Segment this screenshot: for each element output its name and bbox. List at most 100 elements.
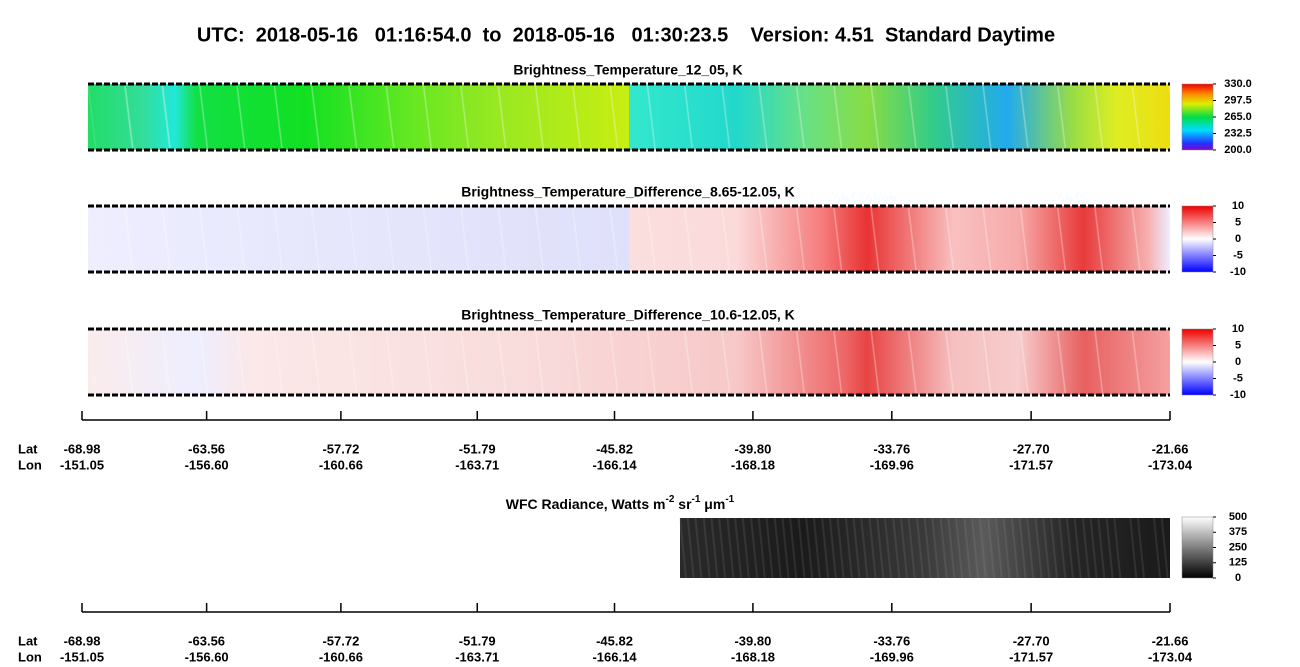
streak — [758, 83, 768, 151]
lat-tick-label: -21.66 — [1152, 441, 1189, 456]
colorbar-tick-label: 232.5 — [1224, 127, 1252, 139]
streak — [87, 328, 97, 396]
streak — [1105, 517, 1114, 579]
streak — [1056, 205, 1067, 273]
streak — [1168, 83, 1179, 151]
streak — [684, 328, 694, 396]
streak — [1018, 517, 1027, 579]
streak — [534, 328, 545, 396]
streak — [311, 328, 321, 396]
streak — [869, 83, 880, 151]
streak — [797, 517, 806, 579]
streak — [385, 328, 395, 396]
streak — [161, 205, 172, 273]
lon-tick-label: -156.60 — [185, 649, 229, 664]
streak — [459, 83, 470, 151]
lon-tick-label: -171.57 — [1009, 649, 1053, 664]
streak — [907, 83, 918, 151]
streak — [348, 328, 358, 396]
streak — [646, 328, 657, 396]
streak — [795, 328, 805, 396]
streak — [646, 328, 656, 396]
streak — [683, 205, 693, 273]
streak — [160, 205, 171, 273]
streak — [944, 205, 955, 273]
streak — [868, 517, 877, 579]
streak — [199, 328, 209, 396]
streak — [884, 517, 892, 579]
streak — [833, 328, 843, 396]
streak — [497, 328, 508, 396]
streak — [982, 328, 992, 396]
streak — [916, 517, 924, 579]
streak — [571, 328, 582, 396]
colorbar — [1181, 328, 1214, 396]
streak — [273, 83, 283, 151]
colorbar-tick-label: 10 — [1232, 323, 1244, 335]
streak — [534, 205, 544, 273]
lon-tick-label: -166.14 — [592, 457, 637, 472]
lat-tick-label: -45.82 — [596, 441, 633, 456]
streak — [1019, 83, 1029, 151]
streak — [1131, 205, 1141, 273]
streak — [497, 83, 508, 151]
streak — [1002, 517, 1011, 579]
streak — [161, 83, 172, 151]
streak — [1019, 83, 1030, 151]
streak — [646, 205, 656, 273]
streak — [907, 83, 917, 151]
streak — [758, 205, 768, 273]
lon-tick-label: -166.14 — [592, 649, 637, 664]
streak — [571, 83, 582, 151]
streak — [944, 328, 955, 396]
streak — [571, 328, 582, 396]
streak — [123, 328, 134, 396]
streak — [1056, 205, 1066, 273]
streak — [1094, 205, 1104, 273]
streak — [608, 205, 619, 273]
streak — [609, 83, 619, 151]
streak — [907, 328, 918, 396]
lon-tick-label: -173.04 — [1148, 649, 1193, 664]
streak — [422, 205, 432, 273]
streak — [124, 83, 135, 151]
streak — [348, 328, 358, 396]
streak — [945, 83, 955, 151]
streak — [534, 328, 544, 396]
streak — [460, 83, 470, 151]
lon-tick-label: -160.66 — [319, 457, 363, 472]
colorbar-tick-label: 5 — [1235, 339, 1241, 351]
image — [88, 206, 1170, 272]
lon-tick-label: -169.96 — [870, 649, 914, 664]
streak — [1056, 83, 1066, 151]
lat-tick-label: -33.76 — [873, 441, 910, 456]
streak — [870, 205, 880, 273]
streak — [1010, 517, 1019, 579]
streak — [721, 83, 731, 151]
lon-tick-label: -173.04 — [1148, 457, 1193, 472]
streak — [123, 83, 134, 151]
streak — [870, 83, 880, 151]
streak — [795, 83, 806, 151]
streak — [422, 83, 432, 151]
streak — [534, 83, 545, 151]
streak — [795, 83, 806, 151]
streak — [1131, 328, 1141, 396]
streak — [422, 328, 433, 396]
streak — [978, 517, 987, 579]
title-part: sr — [674, 496, 692, 512]
streak — [832, 205, 843, 273]
streak — [348, 83, 358, 151]
lat-axis-label: Lat — [18, 441, 38, 456]
streak — [385, 328, 395, 396]
streak — [907, 517, 916, 579]
streak — [987, 517, 996, 579]
streak — [199, 83, 209, 151]
lat-tick-label: -57.72 — [322, 633, 359, 648]
streak — [609, 328, 619, 396]
streak — [876, 517, 885, 579]
streak — [741, 517, 750, 579]
streak — [572, 328, 582, 396]
streak — [710, 517, 719, 579]
